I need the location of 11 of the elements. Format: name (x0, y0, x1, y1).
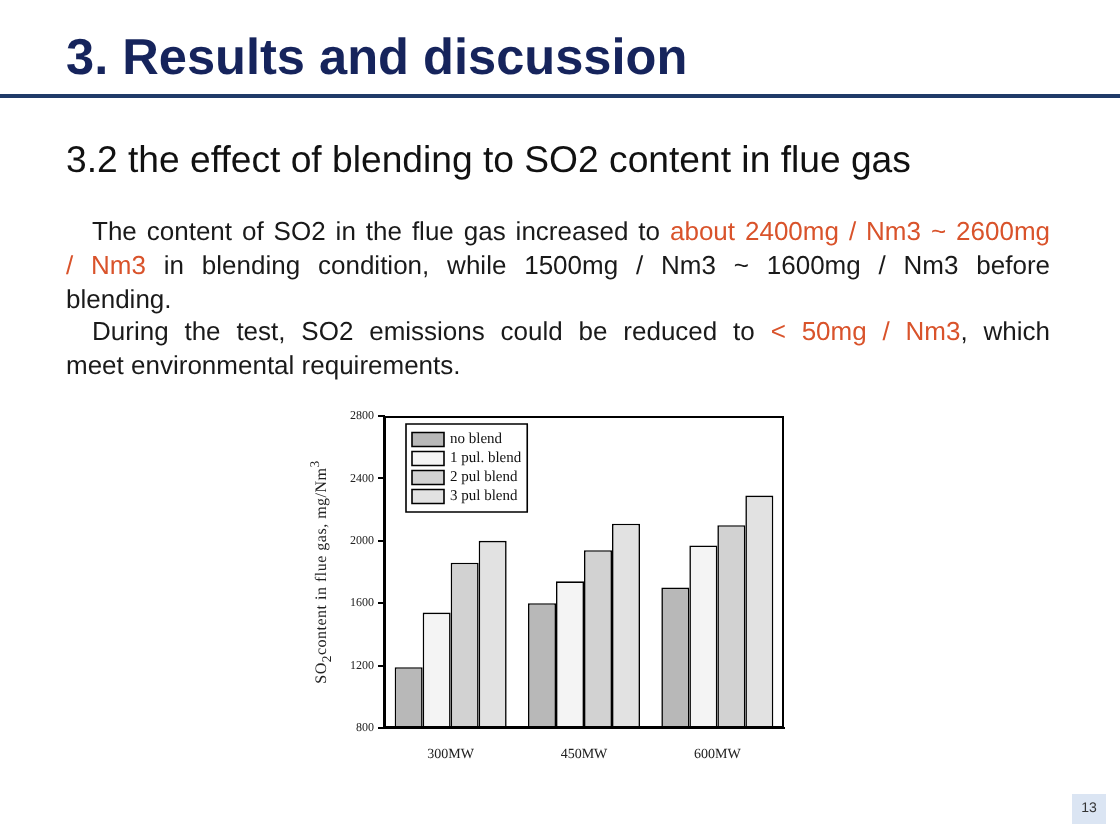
text: < 50mg / Nm3 (770, 316, 961, 347)
text: During the test, SO2 emissions could be reduced to (92, 316, 757, 347)
text: meet environmental requirements. (66, 350, 461, 381)
text: The content of SO2 in the flue gas increased to (92, 216, 662, 246)
text: about 2400mg / Nm3 ~ 2600mg (669, 216, 1051, 246)
text: , which (960, 316, 1050, 347)
text: blending. (66, 283, 172, 314)
chart-title: 3. Results and discussion (66, 30, 688, 88)
text: in blending condition, while 1500mg / Nm3 ~ 1600mg / Nm3 before (161, 249, 1051, 280)
chart-subtitle: 3.2 the effect of blending to SO2 content in flue gas (66, 138, 911, 182)
text: / Nm3 (66, 249, 146, 280)
